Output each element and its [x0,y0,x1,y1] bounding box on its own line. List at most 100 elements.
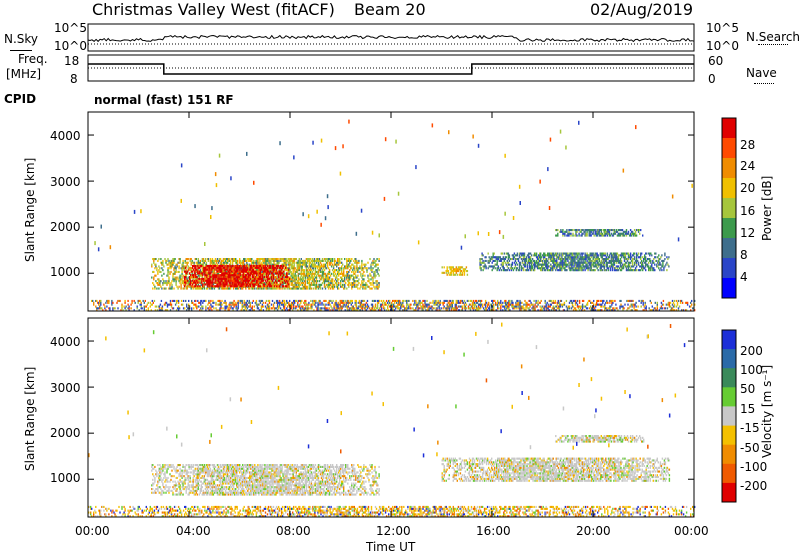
heatmap-cell [238,264,240,267]
heatmap-cell [218,268,220,271]
heatmap-cell [633,252,636,255]
heatmap-cell [186,303,188,306]
heatmap-cell [491,265,493,268]
heatmap-cell [492,256,494,259]
heatmap-cell [627,263,630,266]
heatmap-cell [176,276,178,279]
heatmap-cell [644,267,646,270]
heatmap-cell [316,285,319,288]
heatmap-cell [195,266,197,269]
heatmap-cell [180,285,182,288]
heatmap-cell [369,282,371,285]
heatmap-cell [216,270,218,273]
heatmap-cell [291,283,293,286]
heatmap-cell [275,258,277,261]
heatmap-cell [545,259,547,262]
heatmap-cell [575,232,577,235]
heatmap-cell [552,267,554,270]
heatmap-cell [267,303,270,306]
heatmap-cell [376,269,378,272]
heatmap-cell [530,259,533,262]
heatmap-cell [600,229,602,232]
heatmap-cell [323,278,326,281]
heatmap-cell [278,299,281,302]
heatmap-cell [290,303,292,306]
heatmap-cell [637,252,640,255]
heatmap-cell [320,259,323,262]
heatmap-cell [343,270,345,273]
heatmap-cell [315,278,318,281]
heatmap-cell [304,307,306,310]
heatmap-cell [208,309,210,312]
heatmap-cell [230,279,232,282]
heatmap-cell [658,261,660,264]
heatmap-cell [570,258,572,261]
heatmap-cell [188,268,190,271]
heatmap-cell [256,281,259,284]
heatmap-cell [321,258,324,261]
heatmap-cell [196,287,198,290]
heatmap-cell [644,256,646,259]
heatmap-cell [337,280,339,283]
heatmap-cell [553,252,555,255]
heatmap-cell [601,265,603,268]
heatmap-cell [353,272,355,275]
heatmap-cell [502,265,504,268]
heatmap-cell [554,263,556,266]
heatmap-cell [534,265,537,268]
heatmap-cell [615,258,618,261]
heatmap-cell [215,259,218,262]
heatmap-cell [248,309,250,312]
heatmap-cell [160,285,162,288]
heatmap-cell [615,259,618,262]
heatmap-cell [352,278,354,281]
heatmap-cell [242,277,244,280]
heatmap-cell [158,283,160,286]
heatmap-cell [516,252,519,255]
heatmap-cell [330,285,333,288]
heatmap-cell [121,303,123,306]
heatmap-cell [204,265,207,268]
heatmap-cell [222,268,224,271]
heatmap-cell [450,271,452,274]
heatmap-cell [217,287,220,290]
heatmap-cell [160,299,163,302]
heatmap-cell [297,267,299,270]
heatmap-cell [572,261,574,264]
heatmap-cell [298,278,300,281]
heatmap-cell [511,267,514,270]
heatmap-cell [496,258,498,261]
heatmap-cell [578,261,580,264]
heatmap-cell [613,267,616,270]
heatmap-cell [221,268,223,271]
heatmap-cell [352,285,354,288]
heatmap-cell [507,254,510,257]
heatmap-cell [289,261,291,264]
heatmap-cell [219,264,221,267]
heatmap-cell [195,261,197,264]
heatmap-cell [270,274,272,277]
heatmap-cell [213,261,216,264]
heatmap-cell [241,305,243,308]
heatmap-cell [242,264,244,267]
heatmap-cell [218,299,220,302]
heatmap-cell [161,263,163,266]
heatmap-cell [560,263,562,266]
heatmap-cell [543,254,545,257]
heatmap-cell [546,261,548,264]
heatmap-cell [612,259,615,262]
heatmap-cell [218,283,220,286]
heatmap-cell [256,283,259,286]
heatmap-cell [666,256,668,259]
heatmap-cell [354,267,356,270]
heatmap-cell [658,259,660,262]
heatmap-cell [317,287,320,290]
heatmap-cell [157,282,159,285]
heatmap-cell [650,252,652,255]
heatmap-cell [348,278,350,281]
heatmap-cell [221,274,223,277]
heatmap-cell [282,307,285,310]
heatmap-cell [629,256,632,259]
heatmap-cell [312,301,314,304]
heatmap-cell [614,259,617,262]
